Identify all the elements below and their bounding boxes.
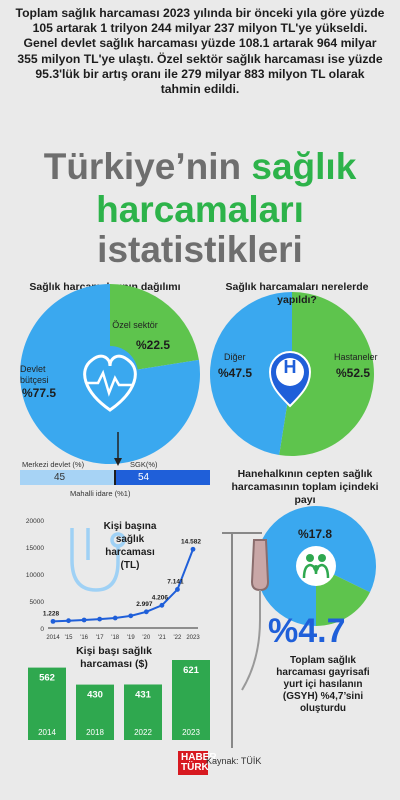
data-label: 1.228 (43, 610, 60, 617)
data-label: 14.582 (181, 538, 201, 545)
bar-value-label: 562 (39, 673, 55, 684)
data-point (66, 618, 71, 624)
where-pie (210, 292, 375, 457)
pie-center (82, 346, 138, 402)
x-tick-label: '18 (111, 635, 119, 641)
x-tick-label: '22 (174, 635, 182, 641)
hospital-letter: H (283, 357, 297, 377)
x-tick-label: '19 (127, 635, 135, 641)
x-tick-label: 2023 (186, 635, 200, 641)
title-part2: sağlık (251, 146, 357, 187)
slice-value-hospitals: %52.5 (336, 366, 371, 380)
data-label: 4.206 (152, 594, 169, 601)
split-bottom-label: Mahalli idare (%1) (70, 489, 131, 498)
data-point (50, 618, 56, 624)
ghsy-value: %4.7 (268, 612, 346, 650)
x-tick-label: '15 (65, 635, 73, 641)
slice-hospitals (279, 292, 375, 457)
bar-value-label: 430 (87, 690, 103, 701)
data-point (190, 546, 196, 552)
source-label: Kaynak: TÜİK (206, 756, 262, 766)
bar-2018 (76, 684, 114, 740)
split-bar-mid (114, 470, 116, 485)
bar-value-label: 431 (135, 689, 152, 700)
stethoscope-icon (70, 528, 126, 592)
data-point (81, 617, 87, 623)
split-right-label: SGK(%) (130, 460, 158, 469)
haberturk-logo: HABER TÜRK (178, 751, 217, 775)
page-title-line2: harcamaları (96, 189, 304, 230)
intro-text: Toplam sağlık harcaması 2023 yılında bir… (15, 6, 385, 97)
split-left-label: Merkezi devlet (%) (22, 460, 85, 469)
y-tick-label: 0 (40, 626, 44, 633)
per-capita-usd-chart: 562 2014 430 2018 431 2022 621 2023 (28, 660, 210, 740)
split-left-value: 45 (54, 472, 66, 483)
slice-label-private: Özel sektör (112, 320, 158, 330)
slice-value-state: %77.5 (22, 386, 57, 400)
logo-line2: TÜRK (181, 762, 209, 773)
data-point (128, 613, 134, 619)
data-point (159, 602, 165, 608)
hospital-pin-icon (268, 351, 312, 408)
title-part1: Türkiye’nin (43, 146, 252, 187)
slice-private (110, 284, 199, 374)
split-right-value: 54 (138, 472, 150, 483)
slice-label-hospitals: Hastaneler (334, 352, 378, 362)
per-capita-line-chart: 0 5000 10000 15000 20000 2014 1.228 '15 '16 '17 '1… (26, 518, 201, 641)
family-icon (302, 554, 330, 579)
y-tick-label: 20000 (26, 518, 44, 525)
household-title: Hanehalkının cepten sağlık harcamasının … (231, 468, 379, 506)
x-tick-label: 2014 (46, 635, 60, 641)
data-point (175, 587, 180, 592)
bar-category-label: 2022 (134, 728, 152, 737)
slice-value-other: %47.5 (218, 366, 253, 380)
logo-line1: HABER (181, 752, 217, 763)
page-title-line3: istatistikleri (97, 229, 303, 270)
slice-other (210, 292, 292, 455)
where-title: Sağlık harcamaları nerelerde yapıldı? (225, 281, 369, 306)
slice-label-state: Devlet bütçesi (20, 364, 49, 385)
data-label: 7.141 (167, 578, 184, 585)
iv-stand-icon (222, 532, 270, 748)
y-tick-label: 10000 (26, 572, 44, 579)
split-bar-right (116, 470, 210, 485)
data-label: 2.997 (136, 601, 153, 608)
y-tick-label: 15000 (26, 545, 44, 552)
x-tick-label: '20 (142, 635, 150, 641)
bar-category-label: 2014 (38, 728, 56, 737)
series-line (52, 548, 194, 623)
x-tick-label: '16 (80, 635, 88, 641)
usd-title: Kişi başı sağlık harcaması ($) (76, 645, 152, 670)
page-title-line1: Türkiye’nin sağlık (0, 146, 400, 188)
split-bar-left (20, 470, 114, 485)
x-tick-label: '17 (96, 635, 104, 641)
arrow-head (114, 458, 122, 466)
bar-value-label: 621 (183, 665, 200, 676)
data-point (143, 609, 149, 615)
distribution-pie (20, 284, 200, 465)
household-value: %17.8 (298, 527, 333, 541)
data-point (112, 615, 118, 621)
bar-2014 (28, 667, 66, 740)
bar-category-label: 2023 (182, 728, 200, 737)
y-tick-label: 5000 (30, 599, 45, 606)
ghsy-text: Toplam sağlık harcaması gayrisafi yurt i… (276, 655, 370, 714)
slice-household (316, 566, 370, 626)
slice-label-other: Diğer (224, 352, 246, 362)
bar-2022 (124, 684, 162, 740)
bar-2023 (172, 660, 210, 740)
x-tick-label: '21 (158, 635, 166, 641)
data-point (97, 616, 103, 622)
bar-category-label: 2018 (86, 728, 104, 737)
slice-value-private: %22.5 (136, 338, 171, 352)
per-capita-title: Kişi başına sağlık harcaması (TL) (103, 521, 157, 571)
heart-pulse-icon (83, 354, 137, 412)
